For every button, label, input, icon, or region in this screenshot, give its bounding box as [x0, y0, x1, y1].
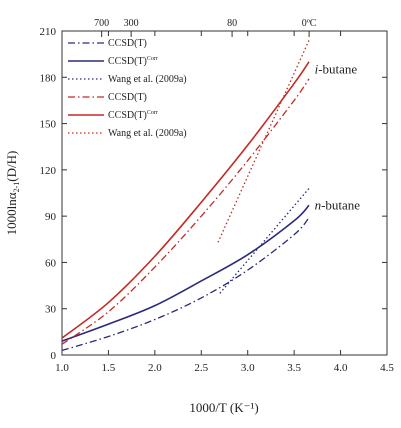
series-line-4 — [61, 78, 310, 345]
x-tick-label: 4.0 — [334, 362, 348, 374]
series-line-1 — [61, 217, 310, 351]
y-tick-label: 0 — [51, 350, 57, 362]
legend-label-sup: Corr — [147, 110, 158, 116]
y-axis-label: 1000lnα2-1(D/H) — [4, 151, 21, 236]
legend-label-text: CCSD(T) — [108, 92, 147, 103]
annotation-italic: n — [315, 197, 322, 212]
y-tick-label: 30 — [45, 304, 57, 316]
annotation-rest: -butane — [318, 62, 357, 77]
top-tick-label: 0ºC — [302, 18, 317, 29]
annotation-rest: -butane — [321, 197, 360, 212]
x-tick-label: 2.0 — [148, 362, 162, 374]
legend-label-text: Wang et al. (2009a) — [108, 74, 187, 85]
legend-label: CCSD(T) — [108, 92, 147, 103]
legend-label-sup: Corr — [147, 56, 158, 62]
y-axis-label-tail: (D/H) — [4, 151, 19, 182]
legend-label: Wang et al. (2009a) — [108, 128, 187, 139]
series-group — [61, 39, 310, 351]
top-tick-label: 300 — [124, 18, 139, 29]
x-axis-label: 1000/T (K⁻¹) — [189, 400, 258, 415]
x-tick-label: 4.5 — [380, 362, 394, 374]
y-tick-label: 150 — [40, 119, 57, 131]
legend-label-text: CCSD(T) — [108, 56, 147, 67]
legend-label: CCSD(T) — [108, 38, 147, 49]
y-axis-label-sub: 2-1 — [12, 182, 21, 193]
legend-label: CCSD(T)Corr — [108, 56, 158, 67]
axis-ticks: 1.0 1.5 2.0 2.5 3.0 3.5 4.0 4.5 0 30 60 90 120 150 180… — [40, 18, 395, 374]
legend-label-text: Wang et al. (2009a) — [108, 128, 187, 139]
legend-label: CCSD(T)Corr — [108, 110, 158, 121]
x-tick-label: 1.5 — [102, 362, 116, 374]
series-annotation: n-butane — [315, 197, 361, 212]
y-tick-label: 90 — [45, 211, 57, 223]
y-tick-label: 60 — [45, 257, 57, 269]
x-tick-label: 3.5 — [287, 362, 301, 374]
top-tick-label: 80 — [227, 18, 237, 29]
series-line-2 — [61, 204, 310, 342]
y-tick-label: 180 — [40, 72, 57, 84]
top-tick-label: 700 — [94, 18, 109, 29]
y-axis-label-main: 1000lnα — [4, 192, 19, 235]
series-line-3 — [219, 187, 310, 294]
y-tick-label: 120 — [40, 165, 57, 177]
legend-label-text: CCSD(T) — [108, 38, 147, 49]
series-annotation: i-butane — [315, 62, 358, 77]
series-line-5 — [61, 61, 310, 339]
y-tick-label: 210 — [40, 26, 57, 38]
series-line-6 — [217, 39, 310, 243]
x-tick-label: 1.0 — [55, 362, 69, 374]
x-tick-label: 3.0 — [241, 362, 255, 374]
legend-label-text: CCSD(T) — [108, 110, 147, 121]
plot-frame — [61, 30, 388, 356]
legend-label: Wang et al. (2009a) — [108, 74, 187, 85]
x-tick-label: 2.5 — [194, 362, 208, 374]
annotation-italic: i — [315, 62, 319, 77]
